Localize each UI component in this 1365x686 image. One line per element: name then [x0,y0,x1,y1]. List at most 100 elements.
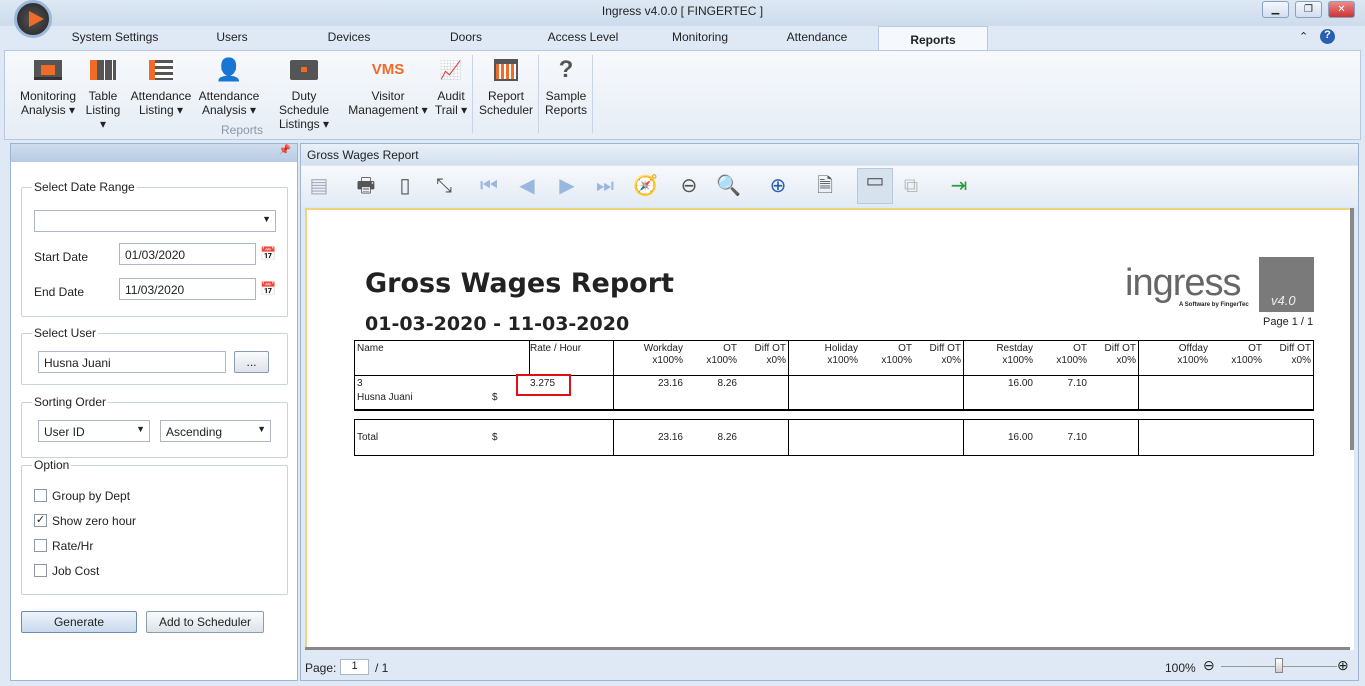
zoom-out-icon[interactable]: ⊖ [680,175,698,197]
report-options-panel: 📌 Select Date Range ▼ Start Date 01/03/2… [10,143,298,681]
date-range-select[interactable]: ▼ [34,210,276,232]
add-to-scheduler-button[interactable]: Add to Scheduler [146,611,264,633]
label: Attendance [130,89,192,103]
help-icon[interactable]: ? [1320,29,1335,44]
first-page-icon[interactable]: ⏮ [480,175,498,197]
report-title: Gross Wages Report [365,268,674,299]
label: Rate/Hr [52,539,94,553]
tab-access-level[interactable]: Access Level [547,30,619,44]
sample-reports-button[interactable]: ? Sample Reports [541,57,591,118]
attendance-analysis-button[interactable]: 👤 Attendance Analysis ▾ [197,57,261,118]
header-diff-ot: Diff OT [929,343,961,354]
page-setup-icon[interactable]: ▯ [399,175,411,197]
label: Audit [437,89,465,103]
header-offday: Offday [1178,343,1208,354]
start-date-input[interactable]: 01/03/2020 [119,243,256,265]
print-icon[interactable]: 🖶 [356,175,376,197]
restore-button[interactable]: ❐ [1295,1,1322,18]
calendar-icon [491,57,521,83]
tab-system-settings[interactable]: System Settings [71,30,159,44]
page-total: / 1 [375,661,389,675]
label: Sample [545,89,587,103]
sort-direction-select[interactable]: Ascending ▼ [160,420,271,442]
trend-chart-icon: 📈 [439,60,463,80]
vrule [1313,419,1314,455]
end-date-input[interactable]: 11/03/2020 [119,278,256,300]
viewer-title: Gross Wages Report [301,144,1358,165]
label: Management ▾ [348,103,428,117]
monitoring-analysis-button[interactable]: Monitoring Analysis ▾ [9,57,87,117]
zoom-in-button[interactable]: ⊕ [1337,657,1349,673]
visitor-management-button[interactable]: VMS Visitor Management ▾ [347,57,429,117]
zoom-icon[interactable]: 🔍 [716,175,741,197]
tab-users[interactable]: Users [216,30,248,44]
checkbox[interactable] [34,539,47,552]
app-logo-icon[interactable] [14,0,52,38]
zoom-out-button[interactable]: ⊖ [1203,657,1215,673]
tab-doors[interactable]: Doors [449,30,482,44]
browse-user-button[interactable]: ... [234,351,269,373]
tab-attendance[interactable]: Attendance [786,30,848,44]
header-diff-ot: Diff OT [1104,343,1136,354]
checkbox-checked[interactable]: ✓ [34,514,47,527]
previous-page-icon[interactable]: ◀ [519,175,535,197]
total-value: 16.00 [1007,432,1033,443]
chevron-down-icon: ▼ [136,424,145,434]
total-label: Total [357,432,379,443]
checkbox[interactable] [34,564,47,577]
select-tool-icon[interactable]: ▤ [309,175,329,197]
header-ot: OT [898,343,912,354]
attendance-listing-button[interactable]: Attendance Listing ▾ [129,57,193,117]
vertical-scrollbar[interactable] [1350,208,1354,450]
calendar-icon[interactable]: 📅 [260,281,277,296]
minimize-button[interactable]: ▁ [1262,1,1289,18]
last-page-icon[interactable]: ⏭ [596,175,614,197]
tab-reports[interactable]: Reports [878,26,988,51]
monitor-chart-icon [33,57,63,83]
label: Visitor [371,89,405,103]
report-scheduler-button[interactable]: Report Scheduler [477,57,535,117]
zoom-slider-thumb[interactable] [1275,658,1283,673]
group-label: Select User [32,326,99,340]
zoom-in-icon[interactable]: ⊕ [769,175,787,197]
row-value: 16.00 [1007,378,1033,389]
header-multiplier: x100% [1056,355,1087,366]
table-listing-button[interactable]: Table Listing ▾ [83,57,123,131]
rule [354,340,1314,341]
header-holiday: Holiday [824,343,858,354]
export-icon[interactable]: ⇥ [950,175,968,197]
zoom-level: 100% [1165,661,1196,675]
label: Trail ▾ [434,103,468,117]
next-page-icon[interactable]: ▶ [559,175,575,197]
header-name: Name [357,343,384,354]
audit-trail-button[interactable]: 📈 Audit Trail ▾ [433,57,469,117]
checkbox[interactable] [34,489,47,502]
vrule [613,340,614,411]
window-title: Ingress v4.0.0 [ FINGERTEC ] [601,4,764,18]
multi-page-icon[interactable]: ⧉ [903,175,919,197]
header-multiplier: x0% [1291,355,1311,366]
vrule [613,419,614,455]
pin-icon[interactable]: 📌 [278,145,291,156]
collapse-ribbon-icon[interactable]: ⌃ [1299,31,1309,43]
tab-devices[interactable]: Devices [327,30,371,44]
rule [354,419,1314,420]
version-badge: v4.0 [1259,257,1314,312]
total-value: 8.26 [717,432,737,443]
page-layout-icon[interactable]: 🗎 [816,175,834,197]
sort-by-select[interactable]: User ID ▼ [38,420,150,442]
report-viewer: Gross Wages Report ▤ 🖶 ▯ ⤡ ⏮ ◀ ▶ ⏭ 🧭 ⊖ 🔍… [300,143,1359,681]
user-input[interactable]: Husna Juani [38,351,226,373]
page-number-input[interactable]: 1 [340,659,369,675]
vrule [1138,419,1139,455]
generate-button[interactable]: Generate [21,611,137,633]
single-page-icon[interactable]: ▭ [857,168,893,204]
close-button[interactable]: ✕ [1328,1,1355,18]
label: Monitoring [19,89,77,103]
horizontal-scrollbar[interactable] [305,647,1350,650]
fit-page-icon[interactable]: ⤡ [436,175,452,197]
navigate-icon[interactable]: 🧭 [633,175,658,197]
calendar-icon[interactable]: 📅 [260,246,277,261]
duty-schedule-listings-button[interactable]: Duty Schedule Listings ▾ [265,57,343,131]
tab-monitoring[interactable]: Monitoring [671,30,729,44]
